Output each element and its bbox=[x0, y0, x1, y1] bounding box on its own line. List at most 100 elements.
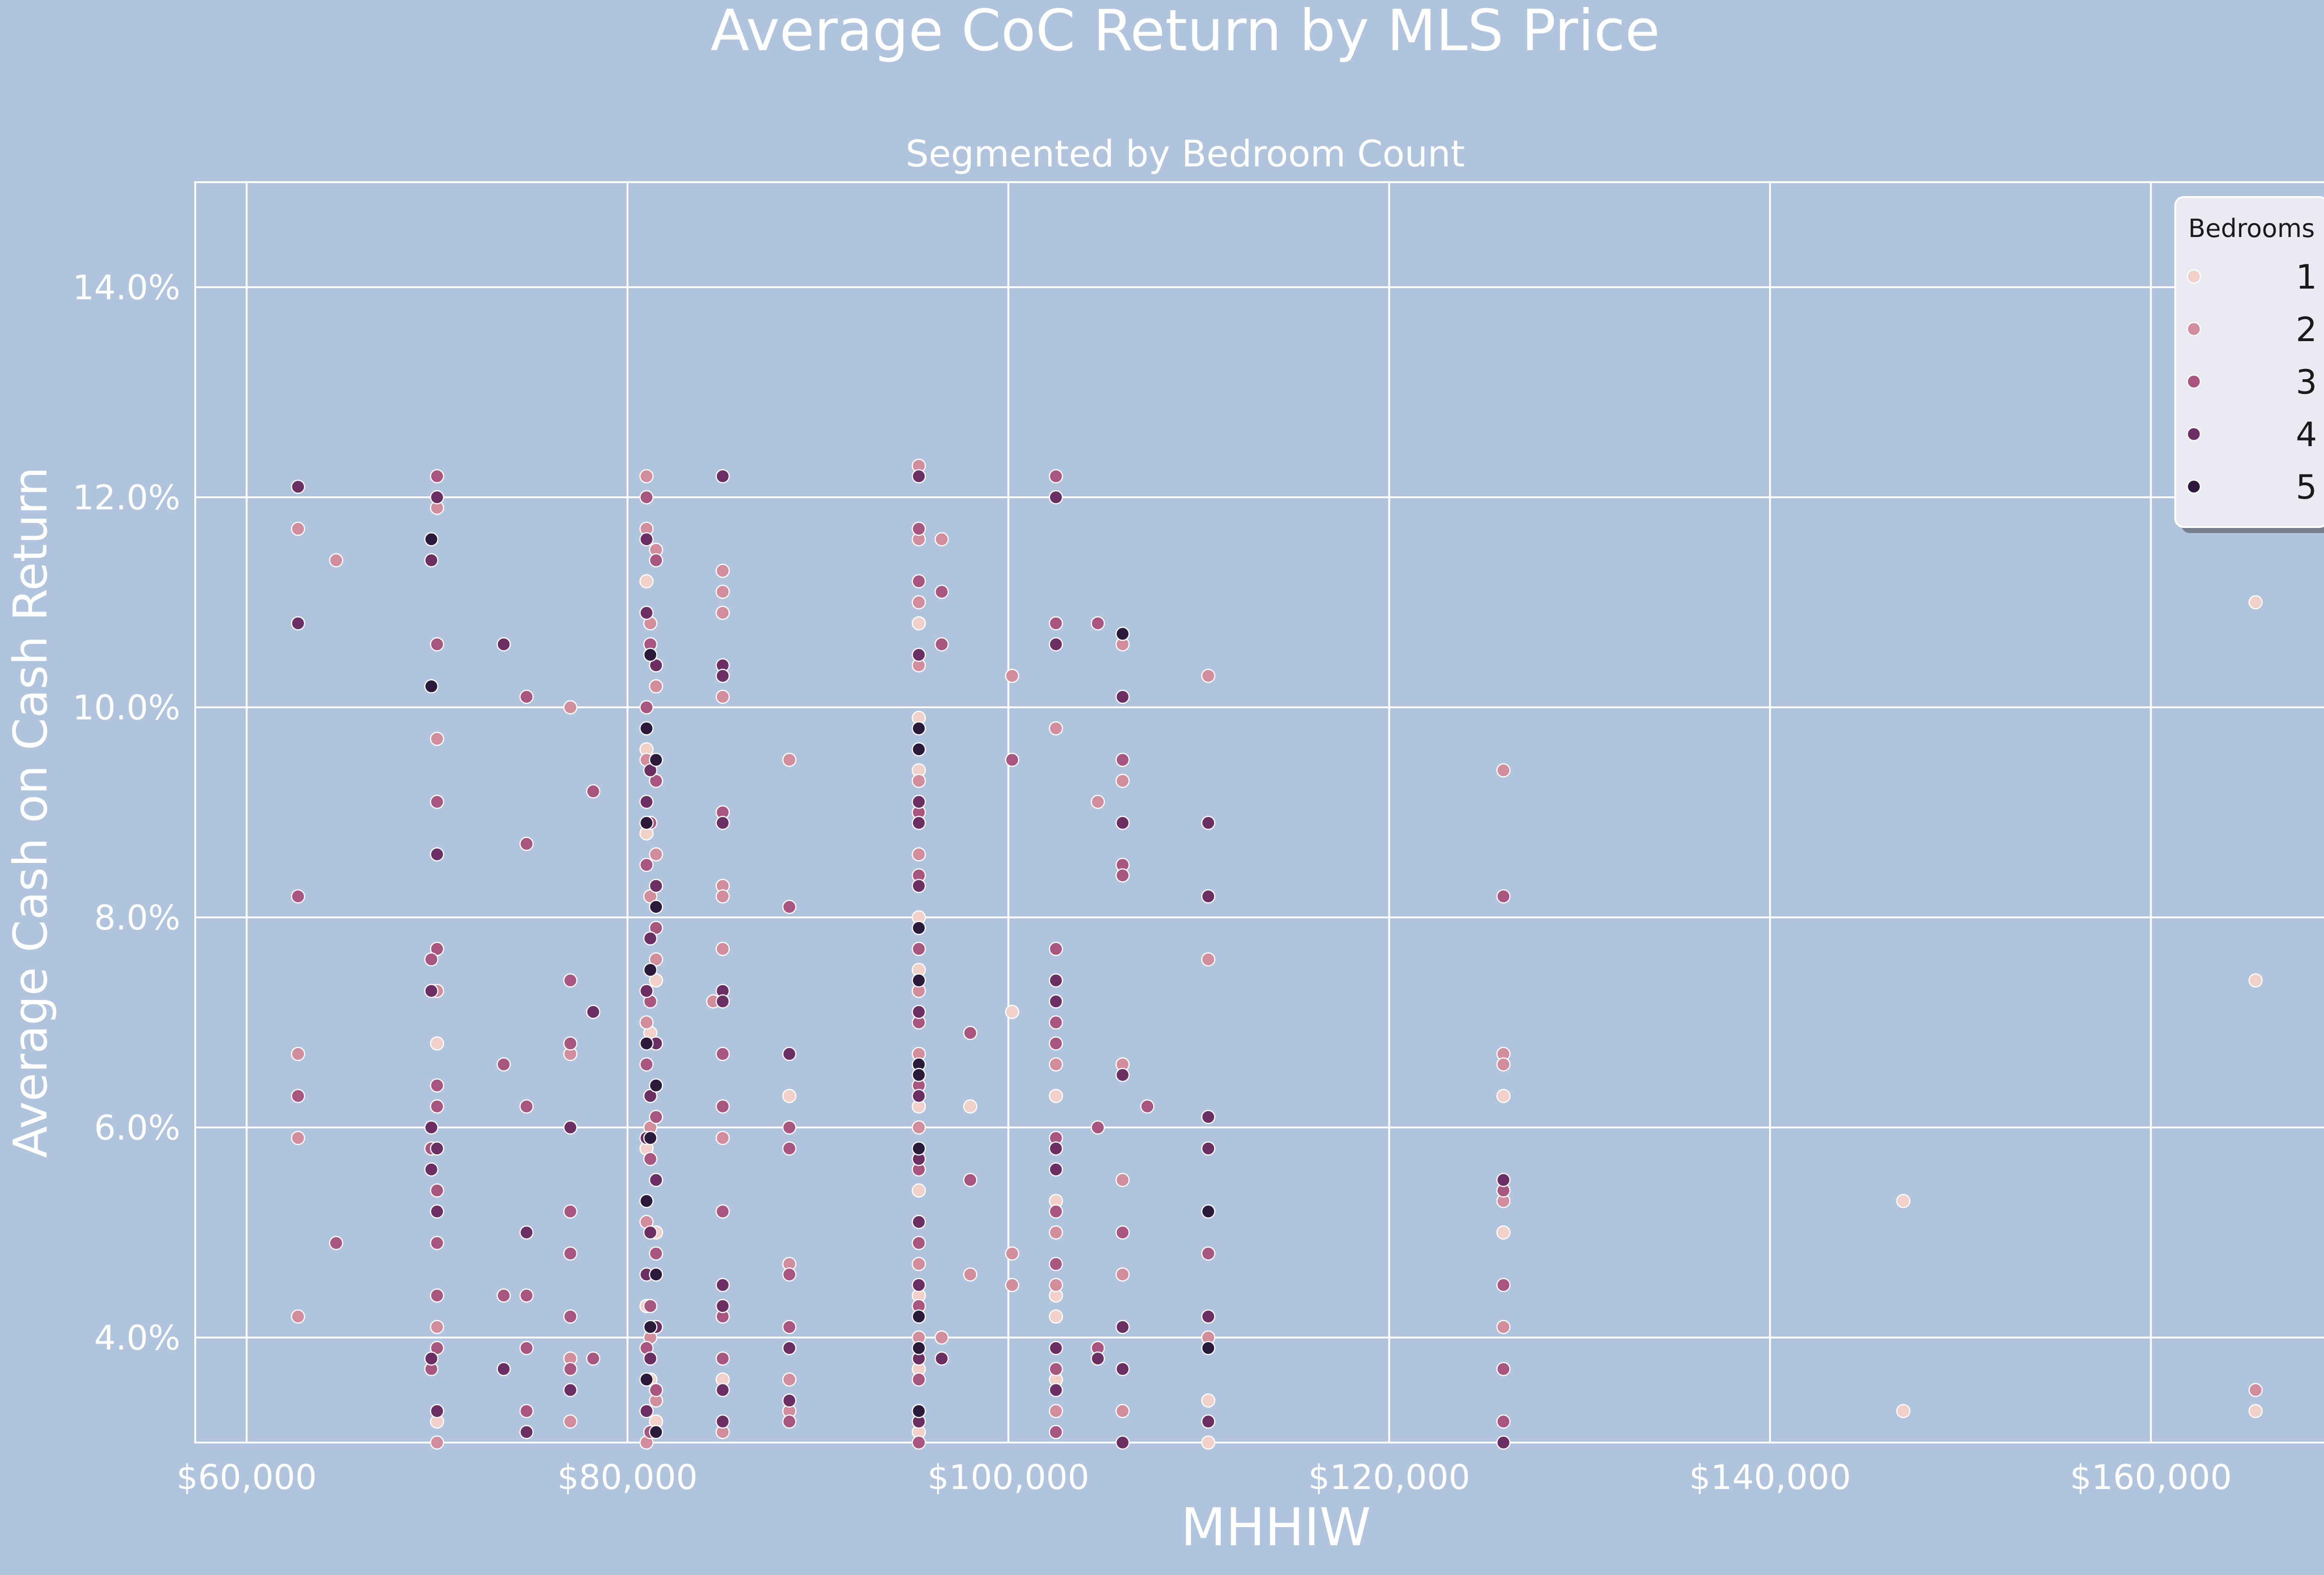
data-point bbox=[911, 1120, 926, 1135]
data-point bbox=[715, 1099, 730, 1114]
data-point bbox=[715, 690, 730, 704]
data-point bbox=[1049, 1141, 1063, 1156]
data-point bbox=[782, 1141, 797, 1156]
data-point bbox=[496, 637, 511, 652]
data-point bbox=[1049, 942, 1063, 956]
data-point bbox=[934, 637, 949, 652]
legend-marker bbox=[2186, 427, 2201, 442]
data-point bbox=[911, 595, 926, 610]
data-point bbox=[911, 1341, 926, 1355]
data-point bbox=[639, 721, 654, 736]
data-point bbox=[1090, 1120, 1105, 1135]
legend-marker bbox=[2186, 322, 2201, 336]
data-point bbox=[496, 1057, 511, 1072]
data-point bbox=[586, 1005, 601, 1019]
data-point bbox=[290, 1088, 305, 1103]
data-point bbox=[1005, 752, 1019, 767]
data-point bbox=[290, 1131, 305, 1145]
data-point bbox=[911, 816, 926, 830]
legend-label: 1 bbox=[2296, 257, 2317, 297]
data-point bbox=[519, 1225, 534, 1240]
data-point bbox=[563, 973, 578, 988]
data-point bbox=[715, 1131, 730, 1145]
data-point bbox=[1090, 795, 1105, 809]
data-point bbox=[911, 942, 926, 956]
data-point bbox=[649, 1110, 663, 1124]
data-point bbox=[2248, 1383, 2263, 1397]
data-point bbox=[1201, 1110, 1215, 1124]
data-point bbox=[1201, 1393, 1215, 1408]
data-point bbox=[911, 773, 926, 788]
data-point bbox=[1201, 1341, 1215, 1355]
data-point bbox=[1115, 1320, 1130, 1334]
data-point bbox=[782, 1393, 797, 1408]
data-point bbox=[290, 889, 305, 904]
legend-marker bbox=[2186, 374, 2201, 389]
data-point bbox=[430, 1036, 444, 1051]
data-point bbox=[639, 1372, 654, 1387]
data-point bbox=[782, 1414, 797, 1429]
data-point bbox=[715, 889, 730, 904]
data-point bbox=[715, 1383, 730, 1397]
data-point bbox=[424, 1120, 439, 1135]
y-tick-label: 8.0% bbox=[94, 898, 180, 938]
data-point bbox=[290, 521, 305, 536]
data-point bbox=[911, 1068, 926, 1082]
data-point bbox=[911, 847, 926, 862]
data-point bbox=[519, 1288, 534, 1303]
data-point bbox=[639, 795, 654, 809]
data-point bbox=[430, 637, 444, 652]
data-point bbox=[643, 1298, 658, 1313]
legend: Bedrooms 1 2 3 4 5 bbox=[2174, 196, 2324, 533]
data-point bbox=[563, 1246, 578, 1261]
data-point bbox=[911, 878, 926, 893]
data-point bbox=[1496, 1225, 1511, 1240]
data-point bbox=[715, 942, 730, 956]
data-point bbox=[715, 816, 730, 830]
legend-label: 3 bbox=[2296, 362, 2317, 402]
x-tick-label: $100,000 bbox=[927, 1458, 1089, 1497]
data-point bbox=[1049, 1057, 1063, 1072]
data-point bbox=[424, 1162, 439, 1177]
data-point bbox=[430, 1404, 444, 1418]
series-4 bbox=[290, 469, 1511, 1450]
data-point bbox=[911, 1278, 926, 1292]
data-point bbox=[782, 900, 797, 914]
data-point bbox=[430, 1099, 444, 1114]
data-point bbox=[639, 700, 654, 715]
chart-title: Average CoC Return by MLS Price bbox=[711, 0, 1660, 64]
data-point bbox=[519, 690, 534, 704]
legend-marker bbox=[2186, 479, 2201, 494]
data-point bbox=[911, 1005, 926, 1019]
data-point bbox=[563, 700, 578, 715]
data-point bbox=[643, 931, 658, 946]
data-point bbox=[911, 1435, 926, 1450]
data-point bbox=[643, 1152, 658, 1166]
data-point bbox=[2248, 1404, 2263, 1418]
data-point bbox=[1496, 1057, 1511, 1072]
data-point bbox=[643, 1225, 658, 1240]
data-point bbox=[1201, 1435, 1215, 1450]
data-point bbox=[430, 1320, 444, 1334]
data-point bbox=[290, 1047, 305, 1061]
data-point bbox=[649, 900, 663, 914]
data-point bbox=[782, 1372, 797, 1387]
data-point bbox=[1115, 1267, 1130, 1282]
data-point bbox=[424, 679, 439, 694]
data-point bbox=[782, 1320, 797, 1334]
data-point bbox=[911, 647, 926, 662]
data-point bbox=[586, 1351, 601, 1366]
data-point bbox=[1005, 1005, 1019, 1019]
y-axis-label: Average Cash on Cash Return bbox=[3, 467, 58, 1158]
data-point bbox=[911, 1088, 926, 1103]
data-point bbox=[519, 1341, 534, 1355]
data-point bbox=[1049, 490, 1063, 505]
data-point bbox=[963, 1099, 977, 1114]
data-point bbox=[639, 1057, 654, 1072]
data-point bbox=[519, 1425, 534, 1439]
data-point bbox=[1201, 1246, 1215, 1261]
data-point bbox=[1201, 1204, 1215, 1219]
data-point bbox=[586, 784, 601, 799]
x-tick-label: $60,000 bbox=[177, 1458, 317, 1497]
